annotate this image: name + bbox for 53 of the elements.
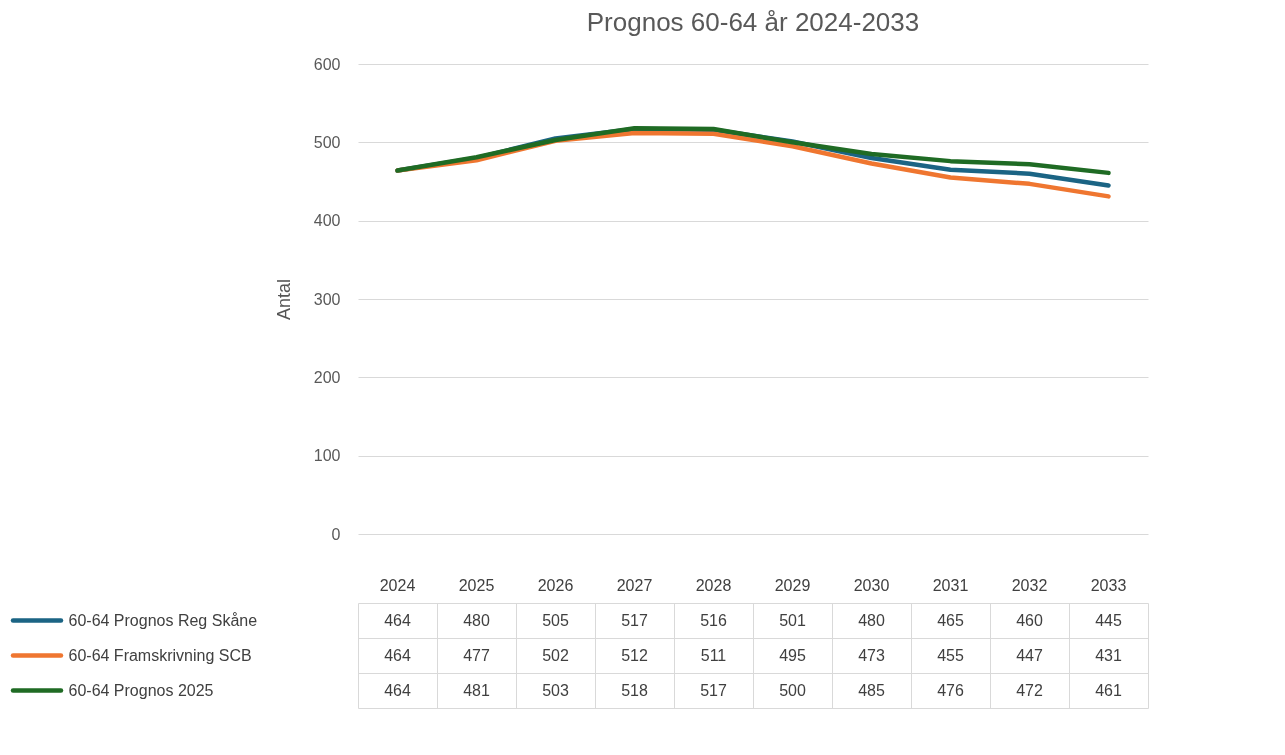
x-tick-label: 2032 bbox=[1011, 577, 1048, 594]
data-label: 500 bbox=[779, 681, 806, 699]
data-label: 461 bbox=[1095, 681, 1122, 699]
data-label: 445 bbox=[1095, 611, 1122, 629]
data-label: 464 bbox=[384, 681, 411, 699]
legend-label: 60-64 Framskrivning SCB bbox=[68, 647, 252, 664]
data-label: 511 bbox=[700, 646, 727, 664]
y-tick-label: 0 bbox=[331, 525, 341, 543]
y-tick-label: 400 bbox=[313, 212, 341, 230]
data-label: 460 bbox=[1016, 611, 1043, 629]
x-tick-label: 2031 bbox=[932, 577, 969, 594]
data-label: 501 bbox=[779, 611, 806, 629]
data-label: 505 bbox=[542, 611, 569, 629]
data-label: 464 bbox=[384, 646, 411, 664]
data-label: 502 bbox=[542, 646, 569, 664]
data-label: 481 bbox=[463, 681, 490, 699]
data-label: 512 bbox=[621, 646, 648, 664]
y-tick-label: 100 bbox=[313, 447, 341, 465]
data-label: 503 bbox=[542, 681, 569, 699]
x-tick-label: 2030 bbox=[853, 577, 890, 594]
x-tick-label: 2029 bbox=[774, 577, 811, 594]
data-label: 476 bbox=[937, 681, 964, 699]
data-label: 517 bbox=[621, 611, 648, 629]
data-label: 472 bbox=[1016, 681, 1043, 699]
legend-label: 60-64 Prognos 2025 bbox=[68, 682, 214, 699]
y-tick-label: 200 bbox=[313, 368, 341, 386]
data-label: 477 bbox=[463, 646, 490, 664]
x-tick-label: 2024 bbox=[379, 577, 416, 594]
y-tick-label: 600 bbox=[313, 55, 341, 73]
y-axis-title: Antal bbox=[273, 278, 294, 321]
data-label: 516 bbox=[700, 611, 727, 629]
data-label: 473 bbox=[858, 646, 885, 664]
data-label: 517 bbox=[700, 681, 727, 699]
x-tick-label: 2033 bbox=[1090, 577, 1127, 594]
data-label: 447 bbox=[1016, 646, 1043, 664]
x-tick-label: 2027 bbox=[616, 577, 653, 594]
y-tick-label: 500 bbox=[313, 133, 341, 151]
legend-label: 60-64 Prognos Reg Skåne bbox=[68, 612, 258, 629]
data-label: 518 bbox=[621, 681, 648, 699]
data-label: 480 bbox=[463, 611, 490, 629]
data-label: 495 bbox=[779, 646, 806, 664]
x-tick-label: 2026 bbox=[537, 577, 574, 594]
data-label: 485 bbox=[858, 681, 885, 699]
x-tick-label: 2028 bbox=[695, 577, 732, 594]
data-label: 431 bbox=[1095, 646, 1122, 664]
y-tick-label: 300 bbox=[313, 290, 341, 308]
data-label: 480 bbox=[858, 611, 885, 629]
data-label: 464 bbox=[384, 611, 411, 629]
x-tick-label: 2025 bbox=[458, 577, 495, 594]
data-label: 455 bbox=[937, 646, 964, 664]
data-label: 465 bbox=[937, 611, 964, 629]
chart-title: Prognos 60-64 år 2024-2033 bbox=[586, 7, 920, 37]
line-series bbox=[395, 125, 1111, 176]
